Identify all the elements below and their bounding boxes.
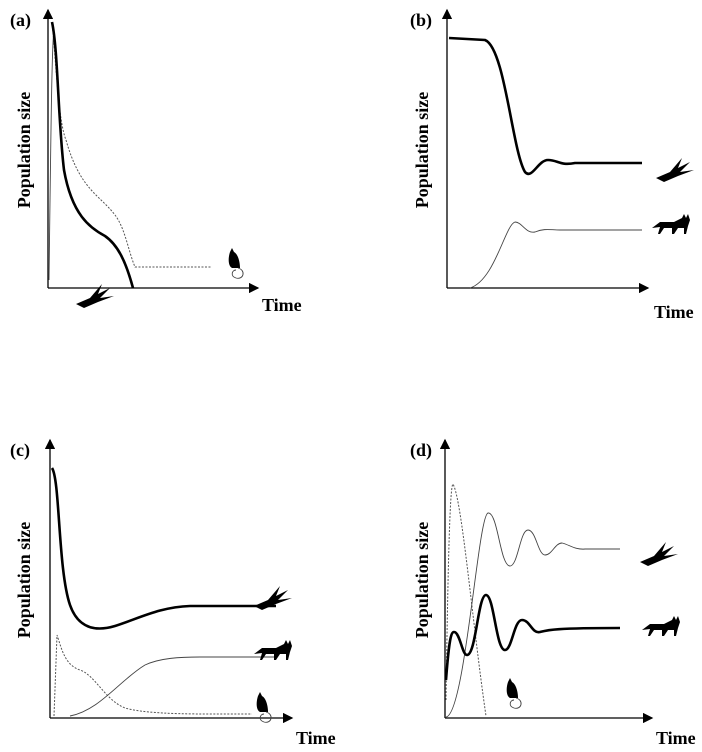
panel-label: (a) [10, 10, 31, 31]
x-axis-label: Time [296, 728, 336, 748]
rat-icon [228, 247, 244, 279]
bird-icon [640, 542, 678, 566]
curve [444, 593, 621, 681]
cat-icon [642, 616, 680, 636]
curve [50, 467, 276, 630]
y-axis-label: Population size [14, 92, 34, 209]
bird-icon [656, 158, 694, 182]
panel-a: (a) Population size Time [10, 8, 302, 315]
curve [48, 29, 55, 281]
x-axis-label: Time [656, 728, 696, 748]
curve [445, 512, 620, 718]
panel-d: (d) Population size Time [410, 438, 696, 748]
rat-icon [506, 677, 522, 709]
curve [53, 634, 253, 717]
curve [469, 221, 642, 289]
panel-c: (c) Population size Time [10, 438, 336, 748]
y-axis-label: Population size [14, 522, 34, 639]
curve [51, 21, 212, 268]
curve [69, 656, 276, 717]
panel-b: (b) Population size Time [410, 8, 694, 322]
panel-label: (c) [10, 440, 30, 461]
panel-label: (b) [410, 10, 432, 31]
y-axis-label: Population size [412, 92, 432, 209]
x-axis-label: Time [262, 295, 302, 315]
curve [448, 36, 642, 176]
x-axis-label: Time [654, 302, 694, 322]
cat-icon [652, 214, 690, 234]
curve [445, 483, 487, 717]
curve [50, 21, 135, 289]
y-axis-label: Population size [412, 522, 432, 639]
panel-label: (d) [410, 440, 432, 461]
